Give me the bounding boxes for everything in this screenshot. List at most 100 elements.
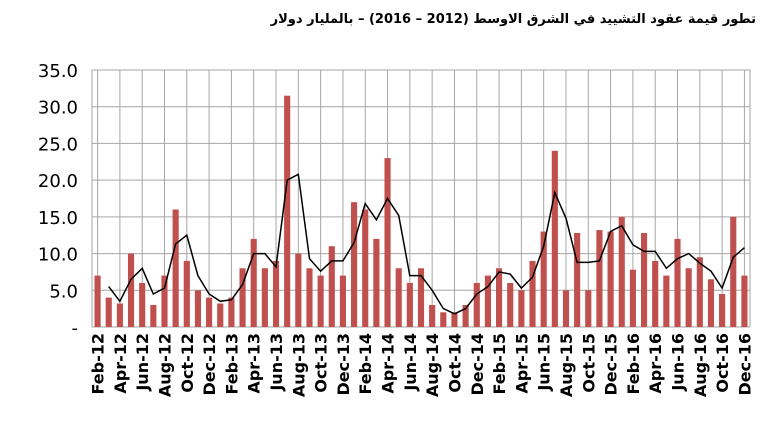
bar bbox=[596, 230, 603, 327]
bar bbox=[139, 282, 146, 327]
y-tick-label: 10.0 bbox=[38, 245, 78, 266]
bar bbox=[206, 297, 213, 327]
x-tick-label: Oct-15 bbox=[579, 333, 598, 393]
bar bbox=[574, 233, 581, 327]
bar bbox=[351, 202, 358, 327]
x-tick-label: Apr-16 bbox=[646, 333, 665, 394]
x-tick-label: Aug-14 bbox=[423, 333, 442, 397]
y-tick-label: 35.0 bbox=[38, 61, 78, 82]
bar bbox=[284, 95, 291, 327]
bar bbox=[373, 238, 380, 327]
bar bbox=[652, 260, 659, 327]
bar bbox=[406, 282, 413, 327]
bar bbox=[674, 238, 681, 327]
bar bbox=[116, 303, 123, 327]
bar bbox=[328, 246, 335, 327]
bar bbox=[417, 268, 425, 327]
x-tick-label: Jun-13 bbox=[267, 333, 286, 392]
bar bbox=[150, 304, 157, 327]
x-tick-label: Dec-13 bbox=[334, 333, 353, 396]
bar bbox=[685, 268, 692, 327]
bar bbox=[484, 275, 491, 327]
x-tick-label: Aug-12 bbox=[155, 333, 174, 397]
bar bbox=[429, 304, 436, 327]
bar bbox=[529, 260, 536, 327]
x-tick-label: Oct-12 bbox=[178, 333, 197, 393]
x-tick-label: Jun-12 bbox=[133, 333, 152, 392]
x-tick-label: Feb-13 bbox=[222, 333, 241, 395]
bar bbox=[585, 290, 592, 327]
bar bbox=[629, 269, 636, 327]
x-tick-label: Aug-15 bbox=[557, 333, 576, 397]
bar bbox=[172, 209, 179, 327]
x-tick-label: Feb-16 bbox=[624, 333, 643, 395]
bar bbox=[507, 282, 514, 327]
bar bbox=[551, 150, 558, 327]
bar bbox=[94, 275, 101, 327]
x-tick-label: Dec-14 bbox=[468, 333, 487, 396]
bar bbox=[707, 279, 715, 327]
bar bbox=[228, 297, 235, 327]
bar bbox=[306, 268, 313, 327]
x-tick-label: Feb-12 bbox=[89, 333, 108, 395]
series-line bbox=[108, 173, 745, 315]
x-tick-label: Oct-14 bbox=[445, 333, 464, 393]
bar bbox=[384, 158, 391, 327]
bar bbox=[451, 312, 458, 327]
bar bbox=[261, 268, 268, 327]
bar bbox=[440, 312, 447, 327]
bar bbox=[607, 231, 614, 327]
bar bbox=[250, 238, 257, 327]
y-tick-label: 5.0 bbox=[49, 281, 78, 302]
x-tick-label: Jun-15 bbox=[535, 333, 554, 392]
x-tick-label: Dec-12 bbox=[200, 333, 219, 396]
y-tick-label: - bbox=[72, 318, 79, 339]
bar bbox=[217, 303, 224, 327]
x-tick-label: Aug-13 bbox=[289, 333, 308, 397]
bar bbox=[183, 260, 190, 327]
bar bbox=[339, 275, 346, 327]
y-tick-label: 25.0 bbox=[38, 134, 78, 155]
x-tick-label: Aug-16 bbox=[691, 333, 710, 397]
bar bbox=[395, 268, 402, 327]
x-tick-label: Dec-16 bbox=[735, 333, 754, 396]
x-tick-label: Jun-16 bbox=[669, 333, 688, 392]
x-tick-label: Apr-15 bbox=[512, 333, 531, 394]
bar bbox=[295, 253, 302, 327]
bar bbox=[161, 275, 168, 327]
x-tick-label: Oct-16 bbox=[713, 333, 732, 393]
bar bbox=[362, 209, 369, 327]
x-tick-label: Feb-15 bbox=[490, 333, 509, 395]
bar bbox=[272, 260, 280, 327]
bar bbox=[640, 233, 648, 327]
bar bbox=[239, 268, 246, 327]
x-tick-label: Apr-13 bbox=[245, 333, 264, 394]
bar bbox=[127, 253, 135, 327]
bar bbox=[696, 257, 703, 327]
bar bbox=[741, 275, 748, 327]
bar bbox=[540, 231, 547, 327]
y-tick-label: 15.0 bbox=[38, 208, 78, 229]
x-tick-label: Apr-12 bbox=[111, 333, 130, 394]
x-tick-label: Jun-14 bbox=[401, 333, 420, 392]
x-tick-label: Dec-15 bbox=[602, 333, 621, 396]
bar bbox=[462, 304, 469, 327]
y-tick-label: 20.0 bbox=[38, 171, 78, 192]
chart-title: تطور قيمة عقود التشييد في الشرق الاوسط (… bbox=[270, 12, 756, 27]
y-tick-label: 30.0 bbox=[38, 98, 78, 119]
bar bbox=[719, 293, 726, 327]
bar bbox=[194, 290, 202, 327]
x-tick-label: Oct-13 bbox=[312, 333, 331, 393]
bar bbox=[496, 268, 503, 327]
bar bbox=[730, 216, 737, 327]
bar bbox=[518, 290, 525, 327]
bar bbox=[562, 290, 570, 327]
x-tick-label: Apr-14 bbox=[379, 333, 398, 394]
bar bbox=[317, 275, 324, 327]
bar bbox=[473, 282, 480, 327]
bar bbox=[663, 275, 670, 327]
x-tick-label: Feb-14 bbox=[356, 333, 375, 395]
bar bbox=[618, 216, 625, 327]
bar bbox=[105, 297, 112, 327]
